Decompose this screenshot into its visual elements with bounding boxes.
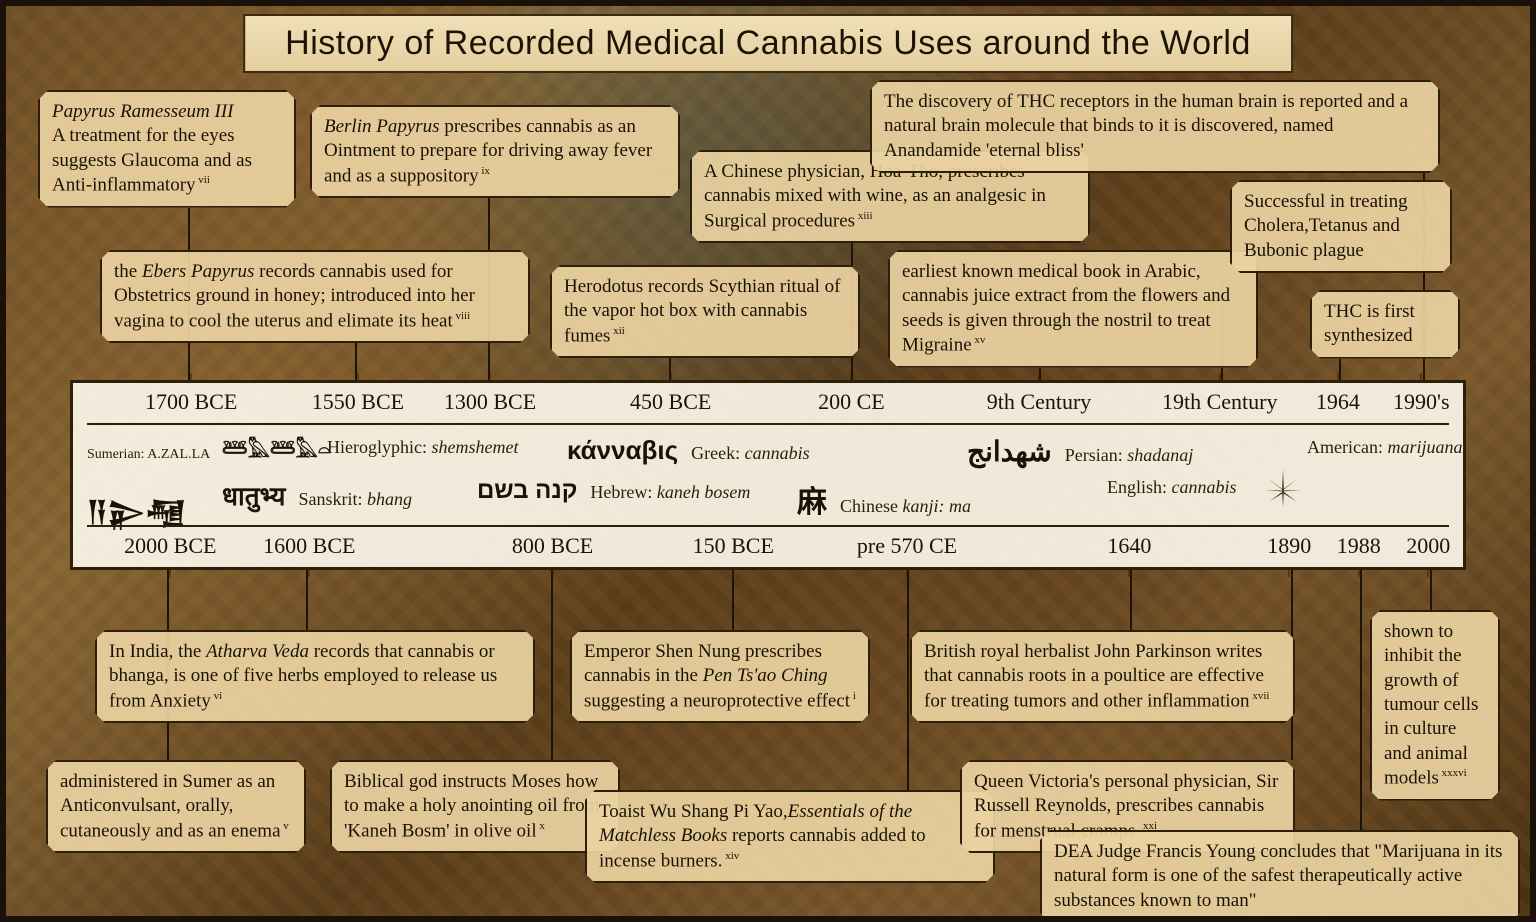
callout-herodotus: Herodotus records Scythian ritual of the… [550, 265, 860, 358]
timeline-date: 1640 [1107, 533, 1151, 559]
callout-arabic_book: earliest known medical book in Arabic, c… [888, 250, 1258, 368]
timeline-date: pre 570 CE [857, 533, 957, 559]
lang-american: American: [1307, 437, 1383, 457]
lang-chinese-tr: kanji: ma [903, 496, 971, 516]
connector [907, 570, 909, 790]
callout-papyrus_ram: Papyrus Ramesseum IIIA treatment for the… [38, 90, 296, 208]
lang-hiero: Hieroglyphic: [327, 437, 427, 457]
connector [1130, 570, 1132, 630]
timeline-date: 1700 BCE [145, 389, 237, 415]
lang-sanskrit-tr: bhang [367, 489, 412, 509]
timeline-date: 150 BCE [693, 533, 774, 559]
lang-chinese-script: 麻 [797, 486, 827, 519]
page-title: History of Recorded Medical Cannabis Use… [243, 14, 1293, 73]
timeline-bottom-dates: 2000 BCE 1600 BCE 800 BCE 150 BCE pre 570 CE… [73, 527, 1463, 567]
timeline-date: 2000 BCE [124, 533, 216, 559]
timeline-date: 200 CE [818, 389, 885, 415]
callout-cholera: Successful in treating Cholera,Tetanus a… [1230, 180, 1452, 273]
lang-hiero-script: 𓆷𓅓𓆷𓅓𓏏 [222, 440, 331, 462]
timeline-date: 1990's [1393, 389, 1450, 415]
timeline-top-dates: 1700 BCE 1550 BCE 1300 BCE 450 BCE 200 CE 9th… [73, 383, 1463, 423]
timeline-date: 1988 [1337, 533, 1381, 559]
callout-parkinson: British royal herbalist John Parkinson w… [910, 630, 1295, 723]
lang-greek: Greek: [691, 443, 740, 463]
callout-atharva: In India, the Atharva Veda records that … [95, 630, 535, 723]
lang-chinese: Chinese [840, 496, 898, 516]
callout-ebers: the Ebers Papyrus records cannabis used … [100, 250, 530, 343]
callout-berlin: Berlin Papyrus prescribes cannabis as an… [310, 105, 680, 198]
lang-sanskrit-script: धातुभ्य [222, 481, 285, 511]
callout-sumer: administered in Sumer as an Anticonvulsa… [46, 760, 306, 853]
lang-greek-tr: cannabis [745, 443, 810, 463]
lang-sanskrit: Sanskrit: [298, 489, 362, 509]
timeline-date: 800 BCE [512, 533, 593, 559]
timeline-date: 1890 [1267, 533, 1311, 559]
lang-sumerian-script: 𒀀𒉌𒆷 [87, 496, 186, 527]
connector [1430, 570, 1432, 610]
callout-shen_nung: Emperor Shen Nung prescribes cannabis in… [570, 630, 870, 723]
connector [306, 570, 308, 630]
lang-greek-script: κάνναβις [567, 435, 678, 465]
connector [551, 570, 553, 760]
timeline-date: 2000 [1406, 533, 1450, 559]
lang-hebrew-script: קנה בשם [477, 477, 577, 504]
lang-persian-tr: shadanaj [1127, 445, 1193, 465]
lang-persian-script: شهدانج [967, 436, 1052, 467]
lang-hebrew: Hebrew: [590, 482, 652, 502]
lang-sumerian: Sumerian: A.ZAL.LA [87, 447, 210, 462]
connector [1360, 570, 1362, 830]
connector [1339, 359, 1341, 380]
callout-taoist: Toaist Wu Shang Pi Yao,Essentials of the… [585, 790, 995, 883]
callout-tumour: shown to inhibit the growth of tumour ce… [1370, 610, 1500, 801]
callout-thc_synth: THC is first synthesized [1310, 290, 1460, 359]
callout-dea: DEA Judge Francis Young concludes that "… [1040, 830, 1520, 922]
connector [732, 570, 734, 630]
lang-american-tr: marijuana [1387, 437, 1462, 457]
lang-persian: Persian: [1065, 445, 1123, 465]
lang-english: English: [1107, 477, 1167, 497]
timeline-date: 9th Century [987, 389, 1092, 415]
timeline-date: 450 BCE [630, 389, 711, 415]
timeline-date: 1550 BCE [312, 389, 404, 415]
language-panel: Sumerian: A.ZAL.LA 𒀀𒉌𒆷 𓆷𓅓𓆷𓅓𓏏 Hieroglyphi… [87, 431, 1449, 519]
callout-moses: Biblical god instructs Moses how to make… [330, 760, 620, 853]
timeline-date: 1300 BCE [444, 389, 536, 415]
timeline-date: 1600 BCE [263, 533, 355, 559]
timeline-band: 1700 BCE 1550 BCE 1300 BCE 450 BCE 200 CE 9th… [70, 380, 1466, 570]
timeline-date: 19th Century [1162, 389, 1278, 415]
lang-hiero-tr: shemshemet [431, 437, 518, 457]
timeline-date: 1964 [1316, 389, 1360, 415]
cannabis-leaf-icon [1262, 467, 1304, 509]
lang-hebrew-tr: kaneh bosem [657, 482, 750, 502]
callout-thc_receptors: The discovery of THC receptors in the hu… [870, 80, 1440, 173]
lang-english-tr: cannabis [1172, 477, 1237, 497]
